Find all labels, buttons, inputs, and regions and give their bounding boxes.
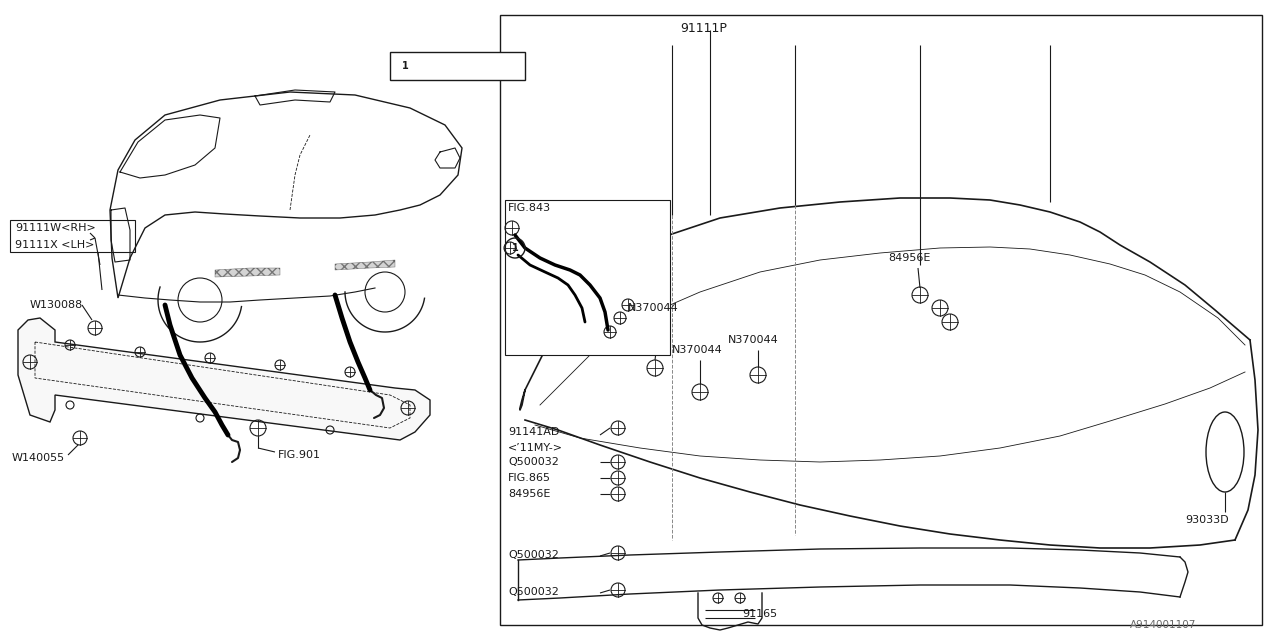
Bar bbox=[506, 200, 669, 355]
Text: 93033D: 93033D bbox=[1185, 515, 1229, 525]
Text: W140055: W140055 bbox=[12, 453, 65, 463]
Text: 1: 1 bbox=[402, 61, 408, 71]
Text: FIG.901: FIG.901 bbox=[278, 450, 321, 460]
Text: Q500032: Q500032 bbox=[508, 550, 559, 560]
Polygon shape bbox=[215, 268, 280, 277]
Text: 91165: 91165 bbox=[742, 609, 777, 619]
Text: 91111P: 91111P bbox=[680, 22, 727, 35]
Text: 84956E: 84956E bbox=[508, 489, 550, 499]
Text: W130088: W130088 bbox=[29, 300, 83, 310]
Text: N370044: N370044 bbox=[628, 303, 678, 313]
Text: N370044: N370044 bbox=[728, 335, 778, 345]
Bar bbox=[500, 15, 1262, 625]
Bar bbox=[10, 220, 134, 252]
Text: <’11MY->: <’11MY-> bbox=[508, 443, 563, 453]
Bar bbox=[390, 52, 525, 80]
Text: 91111W<RH>: 91111W<RH> bbox=[15, 223, 96, 233]
Text: FIG.843: FIG.843 bbox=[508, 203, 552, 213]
Polygon shape bbox=[335, 260, 396, 270]
Text: Q500032: Q500032 bbox=[508, 457, 559, 467]
Text: Q500032: Q500032 bbox=[508, 587, 559, 597]
Text: N370044: N370044 bbox=[672, 345, 723, 355]
Text: W300065: W300065 bbox=[422, 60, 483, 72]
Text: 84956E: 84956E bbox=[888, 253, 931, 263]
Text: 1: 1 bbox=[512, 243, 518, 253]
Polygon shape bbox=[18, 318, 430, 440]
Text: 91141AD: 91141AD bbox=[508, 427, 559, 437]
Text: 91111X <LH>: 91111X <LH> bbox=[15, 240, 95, 250]
Text: FIG.865: FIG.865 bbox=[508, 473, 550, 483]
Text: A914001107: A914001107 bbox=[1130, 620, 1197, 630]
